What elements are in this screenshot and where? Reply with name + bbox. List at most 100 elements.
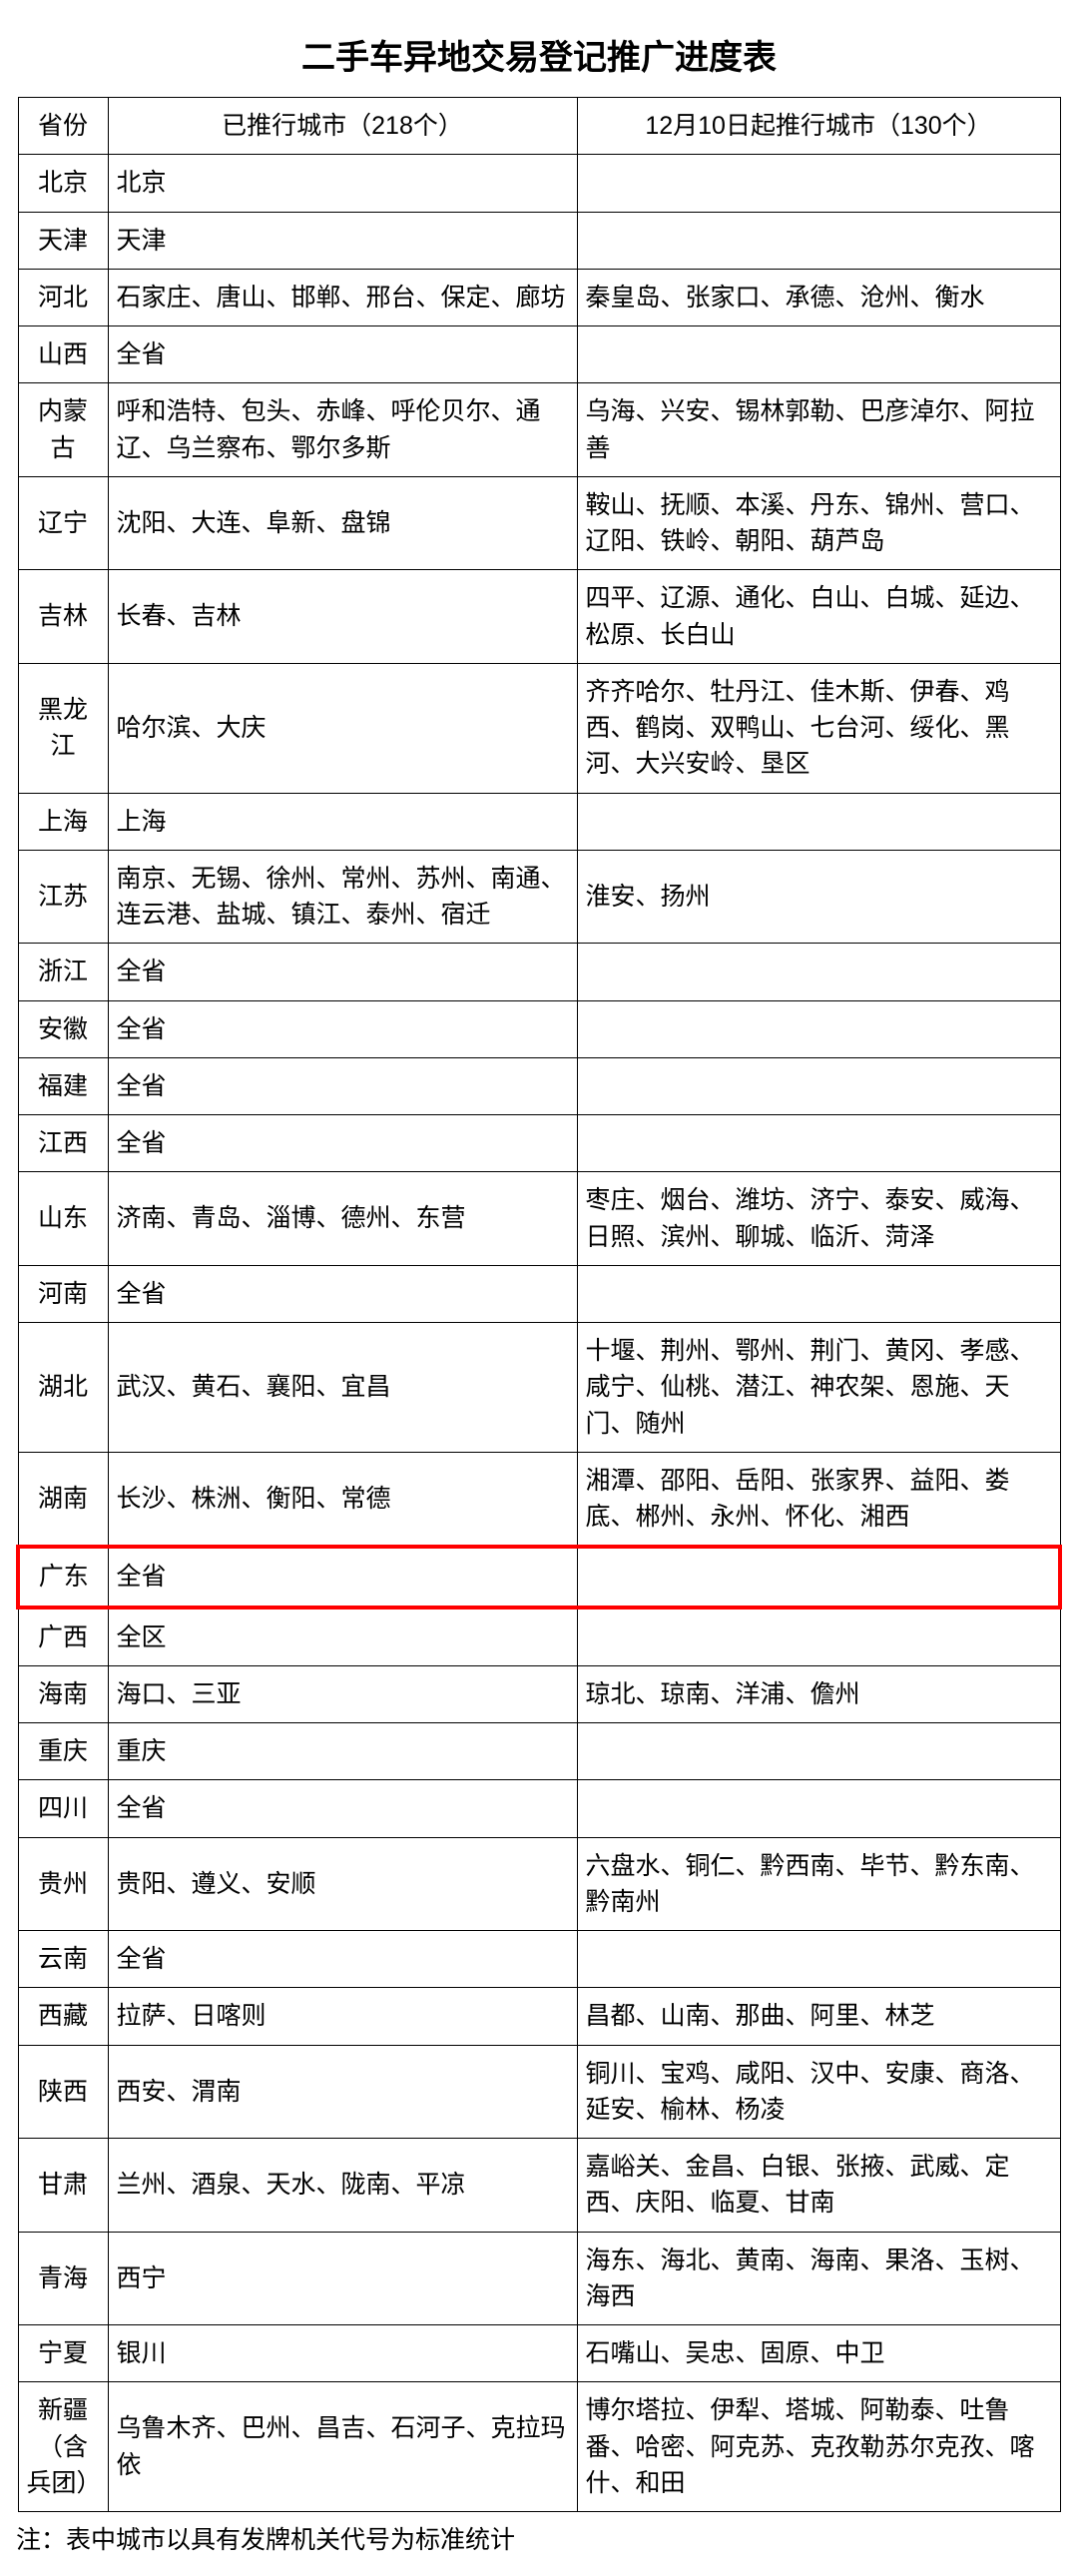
cell-implemented: 全省 [108,326,577,383]
cell-upcoming [577,1931,1060,1988]
cell-upcoming: 四平、辽源、通化、白山、白城、延边、松原、长白山 [577,570,1060,664]
cell-province: 福建 [18,1057,108,1114]
cell-upcoming: 齐齐哈尔、牡丹江、佳木斯、伊春、鸡西、鹤岗、双鸭山、七台河、绥化、黑河、大兴安岭… [577,663,1060,793]
cell-upcoming [577,326,1060,383]
cell-upcoming: 湘潭、邵阳、岳阳、张家界、益阳、娄底、郴州、永州、怀化、湘西 [577,1452,1060,1547]
cell-upcoming [577,1115,1060,1172]
cell-upcoming: 鞍山、抚顺、本溪、丹东、锦州、营口、辽阳、铁岭、朝阳、葫芦岛 [577,476,1060,570]
cell-implemented: 武汉、黄石、襄阳、宜昌 [108,1323,577,1453]
cell-implemented: 拉萨、日喀则 [108,1988,577,2045]
cell-province: 新疆（含兵团） [18,2382,108,2512]
cell-implemented: 南京、无锡、徐州、常州、苏州、南通、连云港、盐城、镇江、泰州、宿迁 [108,850,577,944]
table-row: 重庆重庆 [18,1723,1060,1780]
cell-upcoming [577,1608,1060,1666]
table-header-row: 省份 已推行城市（218个） 12月10日起推行城市（130个） [18,98,1060,155]
cell-upcoming: 六盘水、铜仁、黔西南、毕节、黔东南、黔南州 [577,1837,1060,1931]
cell-province: 河南 [18,1265,108,1322]
cell-province: 吉林 [18,570,108,664]
table-row: 北京北京 [18,155,1060,212]
cell-province: 上海 [18,793,108,850]
cell-implemented: 银川 [108,2325,577,2382]
table-row: 贵州贵阳、遵义、安顺六盘水、铜仁、黔西南、毕节、黔东南、黔南州 [18,1837,1060,1931]
cell-province: 山西 [18,326,108,383]
cell-implemented: 哈尔滨、大庆 [108,663,577,793]
cell-implemented: 贵阳、遵义、安顺 [108,1837,577,1931]
cell-province: 江西 [18,1115,108,1172]
cell-upcoming [577,793,1060,850]
table-row: 宁夏银川石嘴山、吴忠、固原、中卫 [18,2325,1060,2382]
cell-upcoming [577,1547,1060,1607]
table-row: 浙江全省 [18,944,1060,1000]
cell-implemented: 兰州、酒泉、天水、陇南、平凉 [108,2139,577,2233]
col-province: 省份 [18,98,108,155]
table-row: 河南全省 [18,1265,1060,1322]
cell-province: 广西 [18,1608,108,1666]
table-row: 黑龙江哈尔滨、大庆齐齐哈尔、牡丹江、佳木斯、伊春、鸡西、鹤岗、双鸭山、七台河、绥… [18,663,1060,793]
cell-province: 天津 [18,212,108,269]
cell-province: 四川 [18,1780,108,1837]
cell-upcoming: 枣庄、烟台、潍坊、济宁、泰安、威海、日照、滨州、聊城、临沂、菏泽 [577,1172,1060,1266]
progress-table: 省份 已推行城市（218个） 12月10日起推行城市（130个） 北京北京天津天… [16,97,1062,2512]
cell-upcoming [577,212,1060,269]
cell-province: 辽宁 [18,476,108,570]
table-row: 海南海口、三亚琼北、琼南、洋浦、儋州 [18,1665,1060,1722]
cell-implemented: 济南、青岛、淄博、德州、东营 [108,1172,577,1266]
table-row: 安徽全省 [18,1000,1060,1057]
cell-implemented: 海口、三亚 [108,1665,577,1722]
col-implemented: 已推行城市（218个） [108,98,577,155]
col-upcoming: 12月10日起推行城市（130个） [577,98,1060,155]
table-row: 四川全省 [18,1780,1060,1837]
table-row: 山西全省 [18,326,1060,383]
table-row: 山东济南、青岛、淄博、德州、东营枣庄、烟台、潍坊、济宁、泰安、威海、日照、滨州、… [18,1172,1060,1266]
table-row: 青海西宁海东、海北、黄南、海南、果洛、玉树、海西 [18,2232,1060,2325]
cell-upcoming [577,1723,1060,1780]
cell-upcoming: 琼北、琼南、洋浦、儋州 [577,1665,1060,1722]
cell-province: 北京 [18,155,108,212]
table-row: 内蒙古呼和浩特、包头、赤峰、呼伦贝尔、通辽、乌兰察布、鄂尔多斯乌海、兴安、锡林郭… [18,383,1060,477]
table-row: 福建全省 [18,1057,1060,1114]
table-row: 上海上海 [18,793,1060,850]
cell-province: 江苏 [18,850,108,944]
cell-implemented: 全省 [108,1265,577,1322]
cell-implemented: 重庆 [108,1723,577,1780]
cell-upcoming: 石嘴山、吴忠、固原、中卫 [577,2325,1060,2382]
cell-implemented: 全省 [108,1115,577,1172]
table-row: 河北石家庄、唐山、邯郸、邢台、保定、廊坊秦皇岛、张家口、承德、沧州、衡水 [18,269,1060,325]
table-row: 新疆（含兵团）乌鲁木齐、巴州、昌吉、石河子、克拉玛依博尔塔拉、伊犁、塔城、阿勒泰… [18,2382,1060,2512]
cell-province: 黑龙江 [18,663,108,793]
table-row: 广东全省 [18,1547,1060,1607]
cell-implemented: 北京 [108,155,577,212]
cell-province: 内蒙古 [18,383,108,477]
cell-implemented: 全区 [108,1608,577,1666]
cell-implemented: 上海 [108,793,577,850]
table-row: 江苏南京、无锡、徐州、常州、苏州、南通、连云港、盐城、镇江、泰州、宿迁淮安、扬州 [18,850,1060,944]
cell-province: 浙江 [18,944,108,1000]
cell-province: 海南 [18,1665,108,1722]
cell-implemented: 西宁 [108,2232,577,2325]
table-row: 天津天津 [18,212,1060,269]
table-row: 广西全区 [18,1608,1060,1666]
cell-upcoming [577,1057,1060,1114]
cell-province: 河北 [18,269,108,325]
cell-province: 湖北 [18,1323,108,1453]
cell-province: 甘肃 [18,2139,108,2233]
cell-upcoming: 昌都、山南、那曲、阿里、林芝 [577,1988,1060,2045]
cell-upcoming: 海东、海北、黄南、海南、果洛、玉树、海西 [577,2232,1060,2325]
cell-implemented: 石家庄、唐山、邯郸、邢台、保定、廊坊 [108,269,577,325]
table-body: 北京北京天津天津河北石家庄、唐山、邯郸、邢台、保定、廊坊秦皇岛、张家口、承德、沧… [18,155,1060,2512]
cell-implemented: 沈阳、大连、阜新、盘锦 [108,476,577,570]
table-row: 湖北武汉、黄石、襄阳、宜昌十堰、荆州、鄂州、荆门、黄冈、孝感、咸宁、仙桃、潜江、… [18,1323,1060,1453]
cell-upcoming: 嘉峪关、金昌、白银、张掖、武威、定西、庆阳、临夏、甘南 [577,2139,1060,2233]
cell-upcoming: 乌海、兴安、锡林郭勒、巴彦淖尔、阿拉善 [577,383,1060,477]
cell-implemented: 天津 [108,212,577,269]
cell-upcoming [577,1000,1060,1057]
footnote: 注：表中城市以具有发牌机关代号为标准统计 [16,2520,1062,2556]
table-row: 江西全省 [18,1115,1060,1172]
cell-upcoming: 淮安、扬州 [577,850,1060,944]
cell-implemented: 呼和浩特、包头、赤峰、呼伦贝尔、通辽、乌兰察布、鄂尔多斯 [108,383,577,477]
cell-province: 贵州 [18,1837,108,1931]
cell-province: 宁夏 [18,2325,108,2382]
table-row: 辽宁沈阳、大连、阜新、盘锦鞍山、抚顺、本溪、丹东、锦州、营口、辽阳、铁岭、朝阳、… [18,476,1060,570]
cell-implemented: 全省 [108,1780,577,1837]
cell-implemented: 全省 [108,1547,577,1607]
